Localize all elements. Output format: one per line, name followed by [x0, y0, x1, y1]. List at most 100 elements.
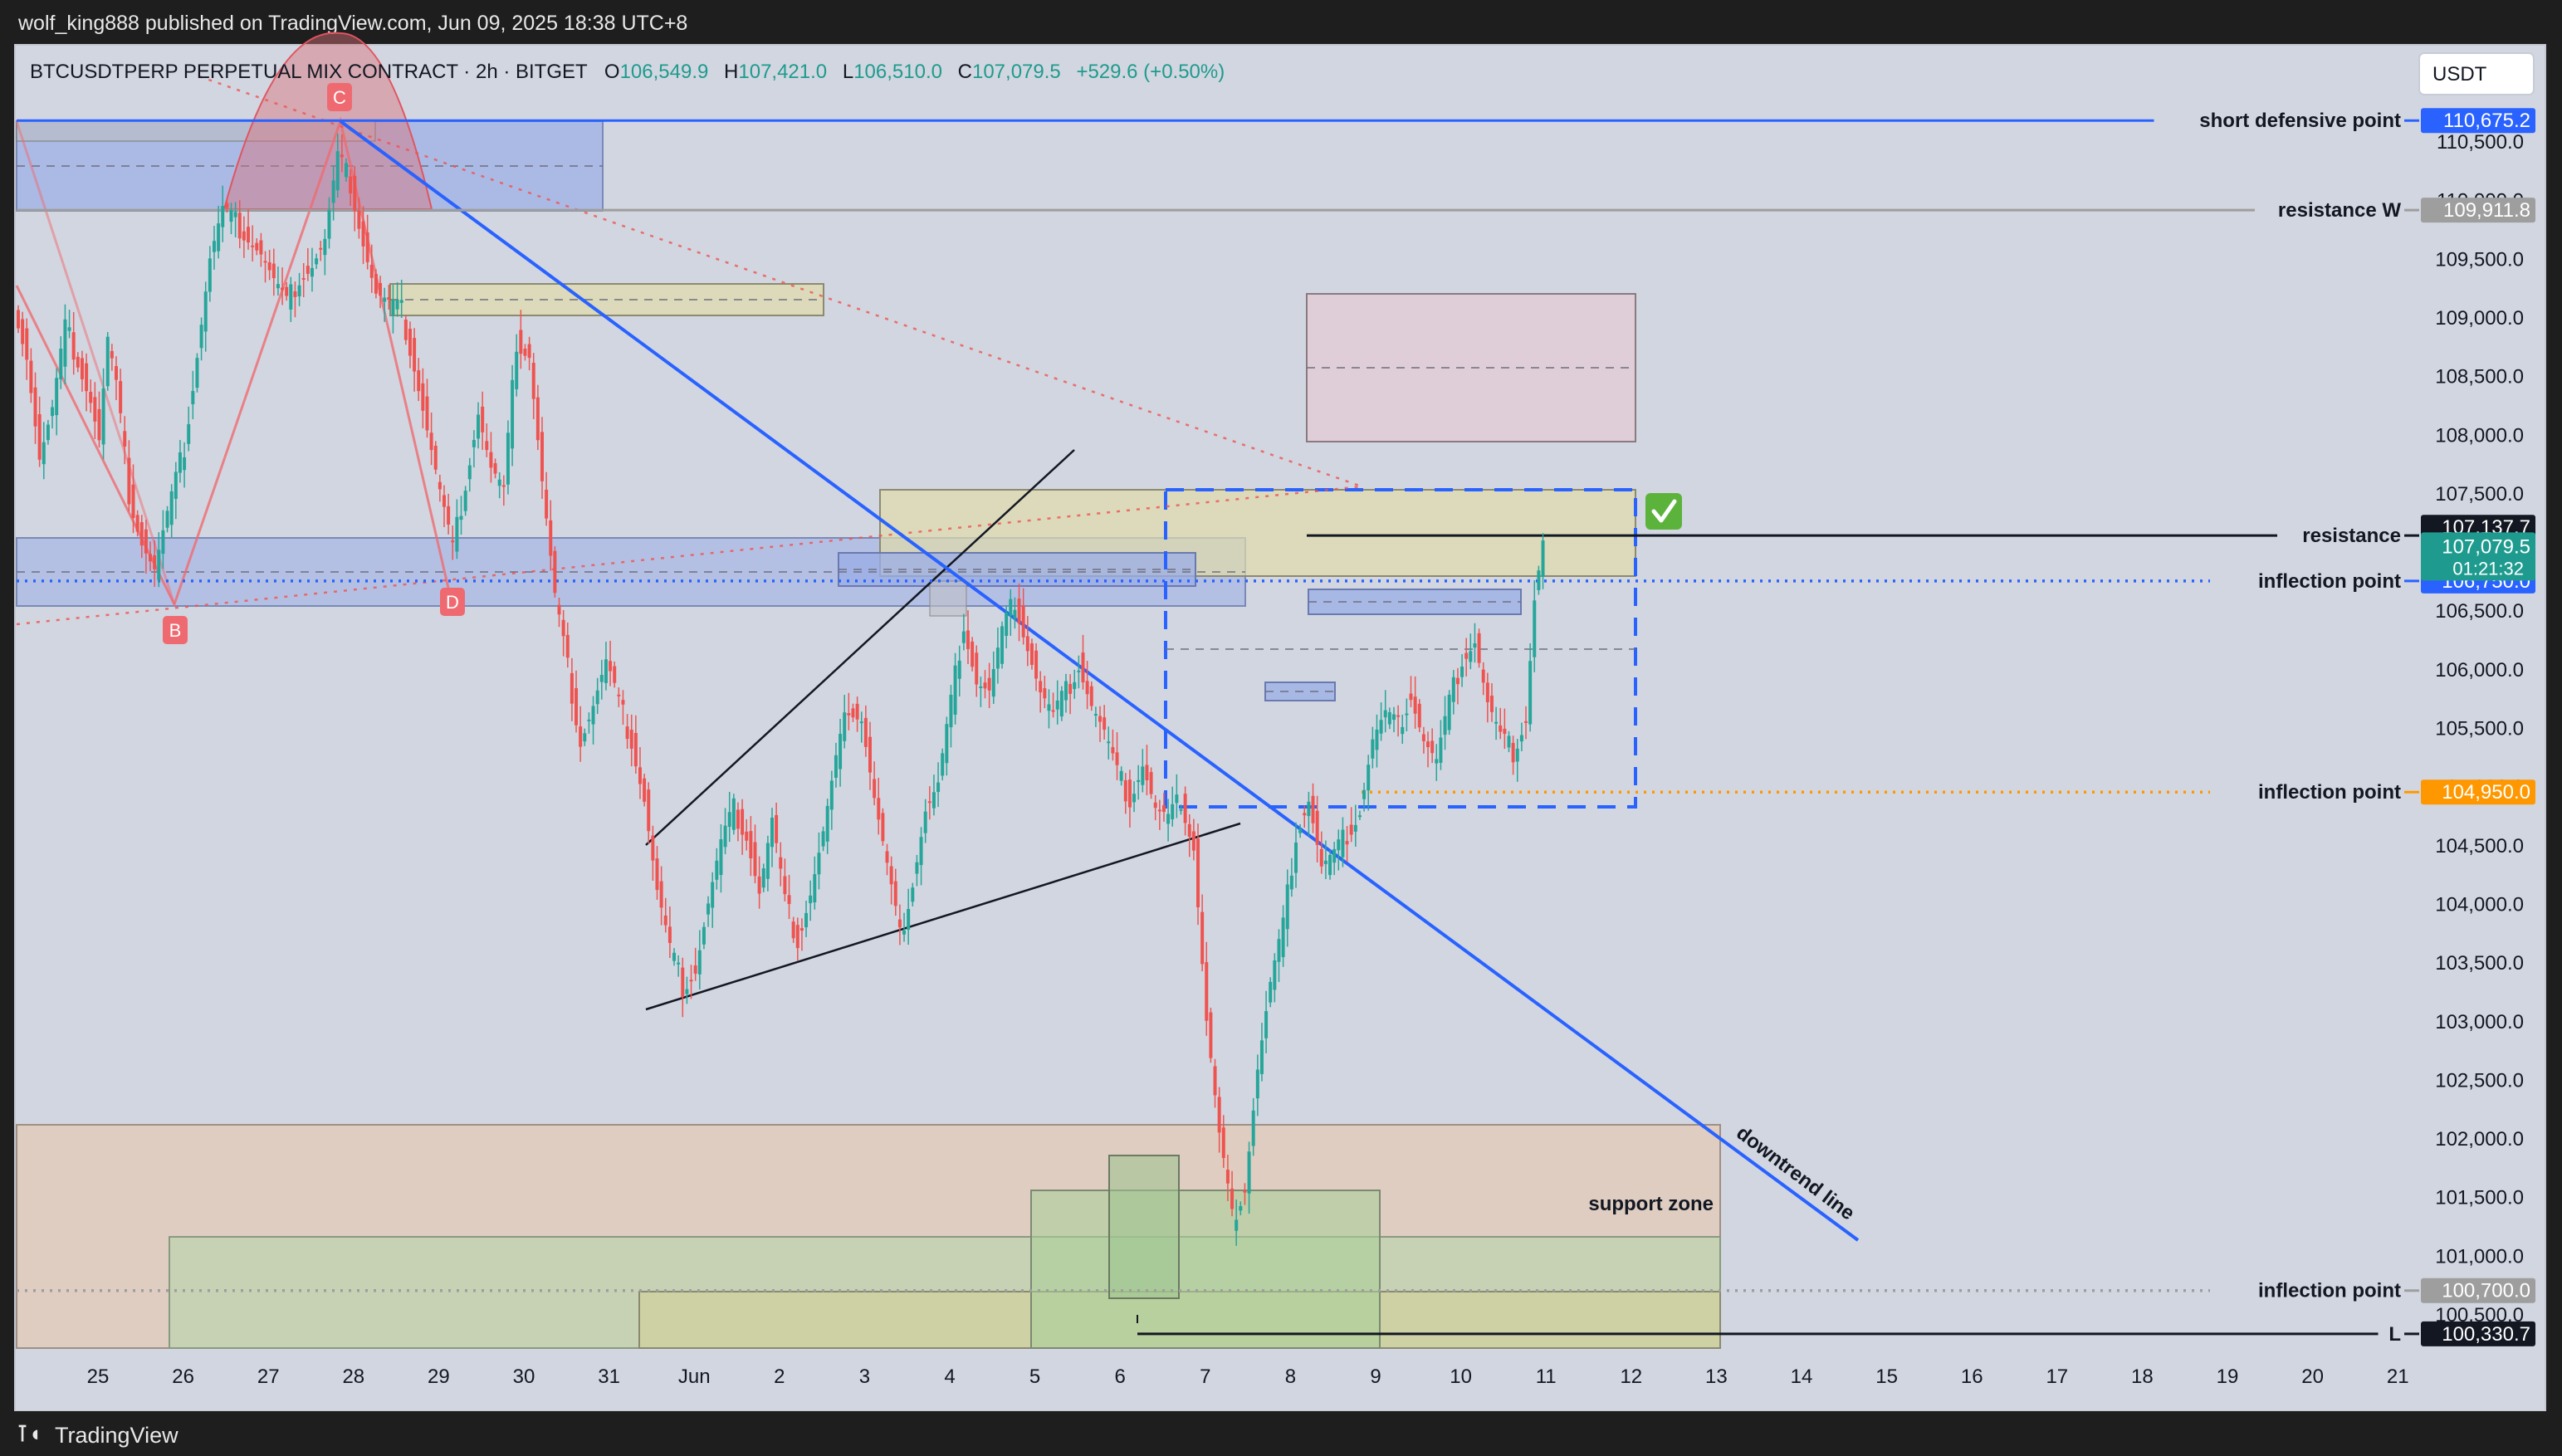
candle-body — [403, 320, 408, 340]
candle-body — [1455, 677, 1459, 685]
candle-body — [1281, 917, 1285, 957]
candle-body — [1528, 661, 1533, 725]
candle-body — [501, 485, 506, 487]
candle-body — [647, 789, 651, 832]
candle-body — [863, 717, 868, 747]
candle-body — [221, 205, 225, 227]
candle-body — [1477, 633, 1481, 663]
candle-body — [212, 241, 216, 252]
x-tick-label: 2 — [774, 1366, 785, 1388]
zone-midlines — [17, 165, 1635, 692]
candle-body — [413, 338, 417, 372]
candle-body — [565, 634, 570, 658]
candle-body — [71, 332, 76, 360]
time-axis[interactable] — [15, 1348, 2419, 1411]
candle-body — [775, 814, 779, 843]
candle-body — [877, 798, 881, 820]
x-tick-label: 17 — [2046, 1366, 2068, 1388]
candle-body — [1439, 737, 1443, 763]
candle-body — [1179, 809, 1183, 811]
candle-body — [225, 203, 229, 208]
candle-body — [306, 266, 310, 274]
candle-body — [795, 925, 799, 949]
y-tick-label: 108,500.0 — [2435, 366, 2524, 388]
candle-body — [1077, 670, 1081, 672]
candle-body — [531, 363, 535, 399]
candle-body — [583, 733, 587, 742]
candle-body — [1153, 802, 1157, 809]
candle-body — [1103, 717, 1107, 730]
currency-button-label[interactable]: USDT — [2432, 63, 2487, 86]
level-price-badge-text: 104,950.0 — [2442, 781, 2530, 804]
candle-body — [719, 839, 723, 876]
candle-body — [335, 151, 340, 191]
candle-body — [1107, 741, 1111, 744]
candle-body — [961, 631, 966, 643]
candle-body — [1025, 636, 1029, 652]
level-price-badge — [2421, 779, 2535, 805]
tradingview-logo-icon[interactable]: ⊺◖ — [17, 1421, 42, 1446]
candle-body — [459, 515, 463, 520]
candle-body — [727, 812, 731, 828]
candle-body — [1166, 814, 1171, 824]
candle-body — [399, 300, 403, 303]
y-tick-label: 108,000.0 — [2435, 424, 2524, 447]
candle-body — [1273, 960, 1277, 990]
candle-body — [438, 481, 442, 490]
candle-body — [1055, 700, 1059, 710]
candle-body — [80, 358, 84, 379]
x-tick-label: 7 — [1200, 1366, 1210, 1388]
candle-body — [1507, 735, 1511, 748]
level-price-badge — [2421, 198, 2535, 223]
candle-body — [1029, 643, 1034, 665]
candle-body — [787, 895, 791, 905]
candle-body — [1235, 1219, 1239, 1231]
candle-body — [1068, 683, 1073, 694]
symbol-label[interactable]: BTCUSDTPERP PERPETUAL MIX CONTRACT · 2h … — [30, 61, 588, 83]
candle-body — [421, 383, 425, 411]
candle-body — [587, 719, 591, 721]
currency-button[interactable]: USDT — [2418, 52, 2535, 95]
x-axis-ticks: 25 26 27 28 29 30 31 Jun 2 3 4 5 6 7 8 9 10 11 12 13 14 15 16 1… — [87, 1366, 2409, 1388]
candle-body — [1034, 650, 1039, 679]
candle-body — [1145, 765, 1149, 780]
candle-body — [1000, 626, 1005, 664]
candle-body — [1533, 600, 1537, 657]
candle-body — [267, 262, 271, 271]
candle-body — [21, 319, 25, 344]
candle-body — [97, 408, 101, 441]
y-tick-label: 101,500.0 — [2435, 1187, 2524, 1209]
candle-body — [263, 261, 267, 263]
candle-body — [638, 767, 642, 784]
candle-body — [907, 909, 911, 931]
candle-body — [1337, 839, 1341, 851]
candle-body — [365, 232, 369, 262]
candle-body — [885, 851, 889, 863]
candle-body — [809, 895, 813, 904]
candle-body — [779, 857, 783, 869]
price-axis[interactable] — [2419, 45, 2545, 1411]
candle-body — [1421, 734, 1425, 741]
candle-body — [749, 831, 753, 859]
y-tick-label: 110,500.0 — [2437, 131, 2524, 154]
candle-body — [59, 349, 63, 379]
candle-body — [1426, 741, 1430, 748]
price-badges: 110,675.2109,911.8106,750.0104,950.0100,… — [2421, 108, 2535, 1346]
candle-body — [506, 432, 510, 485]
tradingview-brand[interactable]: TradingView — [55, 1423, 178, 1448]
y-tick-label: 106,000.0 — [2435, 659, 2524, 682]
open-value: 106,549.9 — [620, 61, 709, 83]
candle-body — [1205, 962, 1209, 1021]
level-name-label: resistance — [2302, 525, 2401, 547]
candle-body — [1175, 794, 1179, 804]
candle-body — [1123, 779, 1127, 802]
y-tick-label: 103,500.0 — [2435, 952, 2524, 975]
candle-body — [843, 712, 847, 741]
candle-body — [340, 154, 344, 158]
gray-small-box — [929, 580, 967, 617]
candle-body — [799, 928, 804, 931]
candle-body — [711, 882, 715, 908]
candle-body — [1191, 831, 1195, 851]
candle-body — [983, 682, 987, 689]
